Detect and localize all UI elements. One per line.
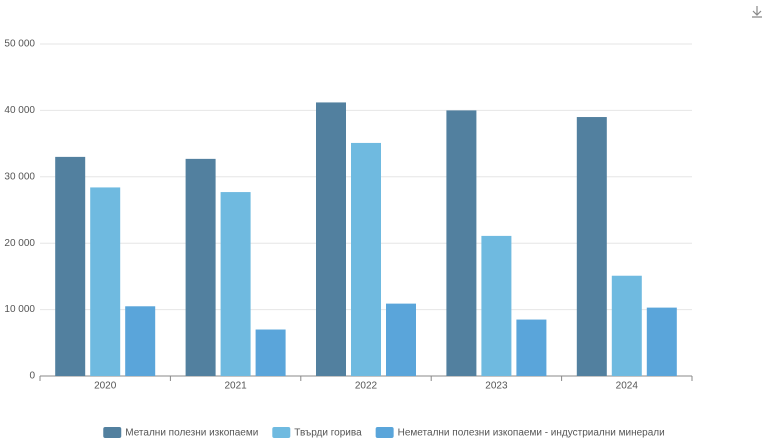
download-icon	[752, 6, 762, 18]
bar	[611, 275, 642, 376]
x-tick-label: 2023	[485, 381, 508, 392]
y-tick-label: 40 000	[4, 105, 35, 116]
y-tick-label: 20 000	[4, 238, 35, 249]
y-tick-label: 10 000	[4, 304, 35, 315]
x-tick-label: 2022	[355, 381, 378, 392]
legend-label: Метални полезни изкопаеми	[125, 428, 258, 439]
y-tick-label: 0	[29, 371, 35, 382]
bar	[516, 319, 547, 376]
y-tick-label: 30 000	[4, 171, 35, 182]
x-tick-label: 2024	[616, 381, 639, 392]
bar	[481, 235, 512, 376]
bar	[446, 110, 477, 377]
legend: Метални полезни изкопаеми Твърди горива Не…	[103, 427, 665, 439]
bar	[351, 142, 381, 376]
legend-swatch	[103, 427, 122, 438]
bar	[316, 102, 346, 376]
bar	[220, 192, 251, 376]
bar	[55, 156, 86, 376]
x-tick-label: 2021	[224, 381, 247, 392]
bar	[646, 307, 677, 376]
y-tick-label: 50 000	[4, 39, 35, 50]
x-tick-label: 2020	[94, 381, 117, 392]
legend-label: Неметални полезни изкопаеми - индустриал…	[398, 428, 665, 439]
legend-label: Твърди горива	[294, 428, 362, 439]
bar	[255, 329, 286, 376]
bar	[90, 187, 121, 376]
legend-swatch	[375, 427, 394, 438]
legend-swatch	[272, 427, 291, 438]
bar	[185, 158, 216, 376]
download-button[interactable]	[752, 6, 762, 18]
bar	[386, 303, 416, 376]
bar	[125, 306, 156, 376]
bar	[576, 117, 607, 376]
